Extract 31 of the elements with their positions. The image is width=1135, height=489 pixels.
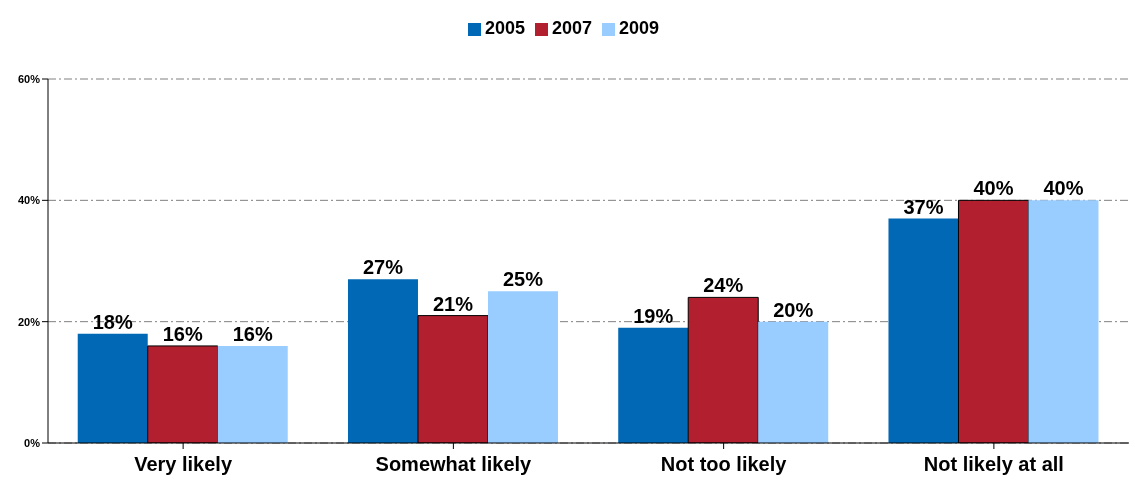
- x-tick-label: Not too likely: [660, 453, 788, 476]
- bar: [217, 345, 288, 443]
- x-tick-label: Somewhat likely: [375, 453, 533, 476]
- x-tick-label: Very likely: [134, 453, 233, 476]
- bar: [347, 279, 418, 443]
- y-tick-label: 20%: [17, 315, 41, 328]
- legend-label: 2009: [619, 18, 660, 38]
- data-label: 24%: [703, 274, 744, 297]
- bar: [487, 291, 558, 443]
- data-label: 27%: [362, 256, 404, 279]
- data-label: 20%: [773, 298, 814, 321]
- bar: [77, 333, 148, 443]
- legend-label: 2005: [484, 18, 525, 38]
- y-tick-label: 0%: [24, 436, 41, 449]
- data-label: 21%: [432, 292, 474, 315]
- x-tick-label: Not likely at all: [923, 453, 1064, 476]
- data-label: 16%: [232, 322, 273, 345]
- bar: [1028, 200, 1099, 443]
- data-label: 25%: [502, 268, 544, 291]
- legend-label: 2007: [551, 18, 593, 38]
- bar: [618, 327, 689, 443]
- y-tick-label: 60%: [17, 72, 41, 85]
- data-label: 18%: [92, 310, 133, 333]
- data-label: 19%: [633, 304, 674, 327]
- data-label: 37%: [903, 195, 944, 218]
- data-label: 40%: [1043, 177, 1084, 200]
- data-label: 40%: [973, 177, 1014, 200]
- y-tick-label: 40%: [17, 194, 41, 207]
- bar: [888, 218, 959, 443]
- bar: [758, 321, 829, 443]
- data-label: 16%: [162, 322, 203, 345]
